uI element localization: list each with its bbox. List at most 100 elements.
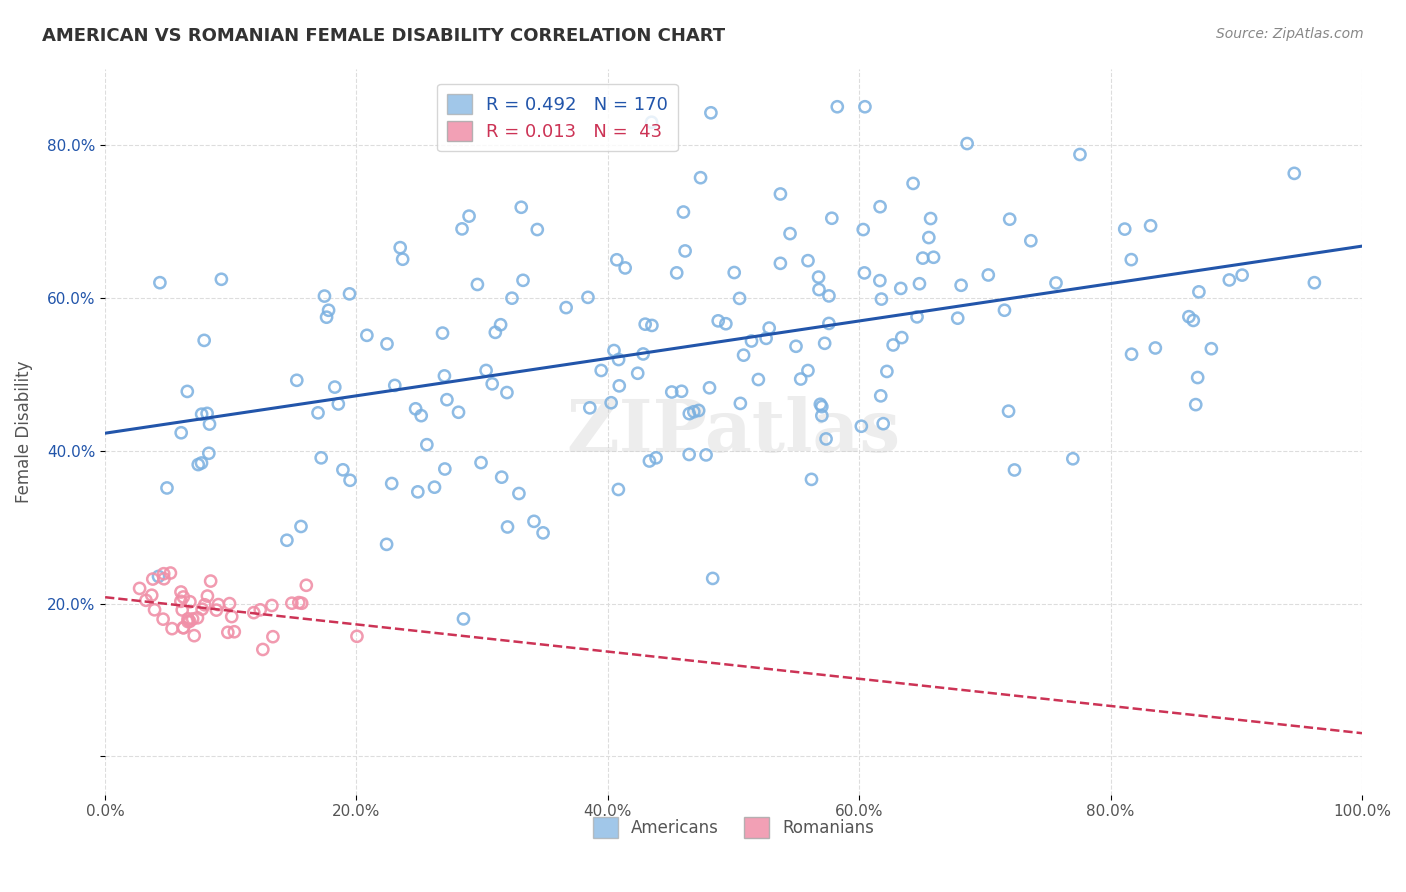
Point xyxy=(997,404,1019,418)
Point xyxy=(177,615,200,629)
Point xyxy=(998,212,1021,227)
Point xyxy=(194,598,217,612)
Point xyxy=(1188,285,1211,299)
Point xyxy=(190,407,212,421)
Point xyxy=(714,317,737,331)
Point xyxy=(285,373,308,387)
Point xyxy=(290,519,312,533)
Point xyxy=(797,253,820,268)
Point xyxy=(531,525,554,540)
Point xyxy=(433,462,456,476)
Point xyxy=(205,603,228,617)
Point xyxy=(458,209,481,223)
Point xyxy=(375,337,398,351)
Point xyxy=(332,463,354,477)
Point xyxy=(950,278,973,293)
Point xyxy=(827,100,849,114)
Point xyxy=(198,446,221,460)
Point xyxy=(135,593,157,607)
Point xyxy=(922,250,945,264)
Point xyxy=(672,205,695,219)
Point xyxy=(614,260,637,275)
Point xyxy=(1019,234,1042,248)
Point xyxy=(872,417,894,431)
Point xyxy=(328,397,350,411)
Point xyxy=(384,378,406,392)
Point xyxy=(723,266,745,280)
Point xyxy=(1178,310,1201,324)
Point xyxy=(853,100,876,114)
Point xyxy=(769,256,792,270)
Point xyxy=(702,571,724,585)
Point xyxy=(908,277,931,291)
Point xyxy=(207,598,229,612)
Point xyxy=(700,105,723,120)
Point xyxy=(176,384,198,399)
Point xyxy=(579,401,602,415)
Point xyxy=(733,348,755,362)
Point xyxy=(453,612,475,626)
Point xyxy=(1069,147,1091,161)
Point xyxy=(779,227,801,241)
Point xyxy=(209,272,232,286)
Point xyxy=(221,609,243,624)
Point xyxy=(149,276,172,290)
Point xyxy=(143,603,166,617)
Point xyxy=(769,186,792,201)
Point xyxy=(699,381,721,395)
Point xyxy=(512,273,534,287)
Point xyxy=(496,385,519,400)
Point xyxy=(172,590,194,604)
Point xyxy=(1230,268,1253,282)
Point xyxy=(853,266,876,280)
Point xyxy=(224,624,246,639)
Point xyxy=(1182,313,1205,327)
Point xyxy=(406,484,429,499)
Point xyxy=(1218,273,1240,287)
Point xyxy=(152,566,174,581)
Point xyxy=(187,458,209,472)
Point xyxy=(869,200,891,214)
Point xyxy=(200,574,222,588)
Point xyxy=(682,405,704,419)
Point xyxy=(600,396,623,410)
Point xyxy=(481,376,503,391)
Point xyxy=(956,136,979,151)
Point xyxy=(1121,347,1143,361)
Point xyxy=(808,397,831,411)
Point xyxy=(153,572,176,586)
Point xyxy=(603,343,626,358)
Point xyxy=(179,595,201,609)
Point xyxy=(217,625,239,640)
Point xyxy=(1004,463,1026,477)
Point xyxy=(141,588,163,602)
Point xyxy=(501,291,523,305)
Point xyxy=(484,326,506,340)
Point xyxy=(260,599,283,613)
Point xyxy=(678,448,700,462)
Point xyxy=(890,330,912,344)
Point xyxy=(905,310,928,324)
Point xyxy=(707,314,730,328)
Point xyxy=(1121,252,1143,267)
Point xyxy=(173,621,195,635)
Point xyxy=(170,585,193,599)
Point xyxy=(191,602,214,616)
Point xyxy=(432,326,454,340)
Point xyxy=(1139,219,1161,233)
Point xyxy=(381,476,404,491)
Point xyxy=(491,470,513,484)
Point xyxy=(179,615,201,629)
Point xyxy=(523,514,546,528)
Point xyxy=(606,252,628,267)
Point xyxy=(128,582,150,596)
Point xyxy=(918,230,941,244)
Point xyxy=(920,211,942,226)
Point xyxy=(193,334,215,348)
Point xyxy=(190,456,212,470)
Point xyxy=(993,303,1015,318)
Point xyxy=(591,363,613,377)
Point xyxy=(183,629,205,643)
Point xyxy=(876,364,898,378)
Point xyxy=(890,281,912,295)
